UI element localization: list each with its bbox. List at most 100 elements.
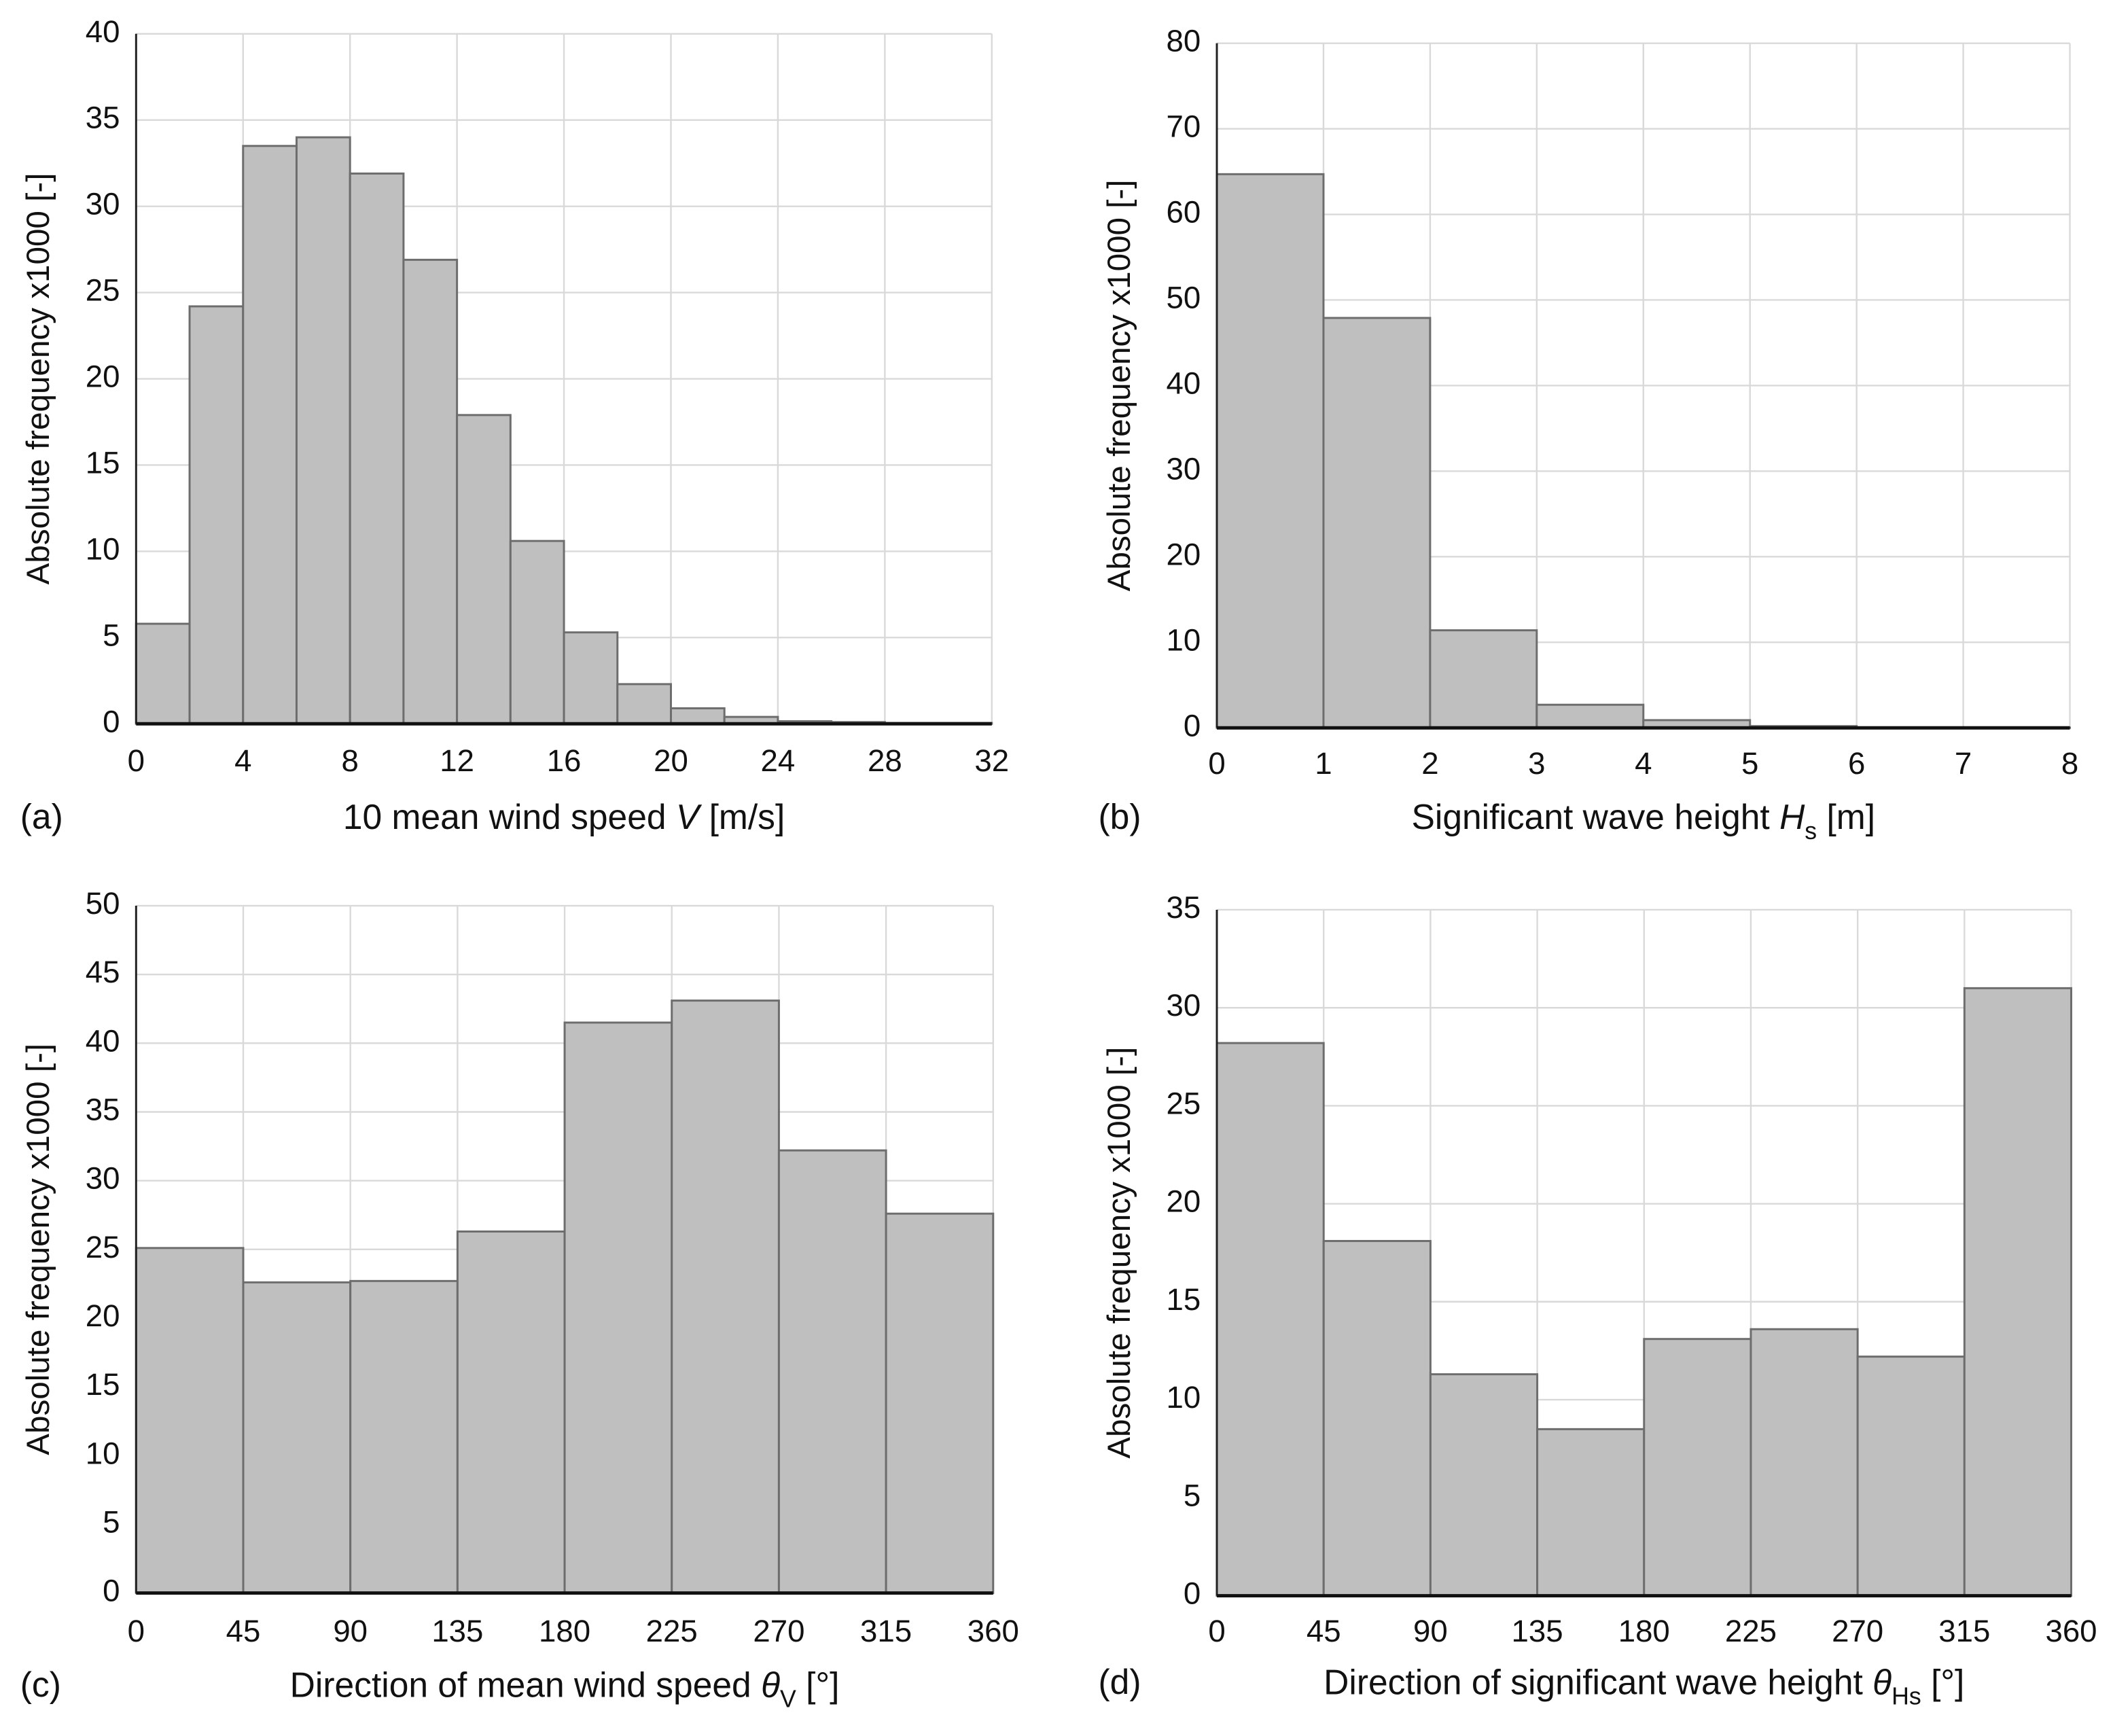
y-tick-label: 5 (1184, 1478, 1201, 1512)
bar (135, 622, 191, 725)
x-tick-label: 1 (1315, 746, 1332, 781)
x-axis-label-part: [°] (1921, 1662, 1965, 1701)
y-tick-label: 70 (1166, 109, 1201, 144)
y-tick-label: 0 (1184, 708, 1201, 743)
x-tick-label: 20 (654, 743, 688, 778)
bar (885, 1212, 995, 1595)
x-tick-label: 90 (333, 1614, 368, 1648)
bar (1643, 1338, 1752, 1597)
y-tick-label: 40 (1166, 366, 1201, 400)
x-axis-label-part: Direction of significant wave height (1324, 1662, 1872, 1701)
bar (1750, 1328, 1859, 1597)
bar (616, 683, 672, 725)
x-tick-label: 24 (761, 743, 796, 778)
x-axis-label-part: V (780, 1686, 796, 1713)
x-tick-label: 135 (431, 1614, 483, 1648)
x-axis-label: Direction of mean wind speed θV [°] (290, 1665, 840, 1713)
x-axis-label: 10 mean wind speed V [m/s] (343, 797, 785, 836)
x-axis-label-part: Hs (1892, 1683, 1921, 1710)
y-tick-label: 30 (1166, 451, 1201, 486)
y-axis-label: Absolute frequency x1000 [-] (1101, 179, 1137, 591)
y-tick-label: 15 (1166, 1282, 1201, 1317)
y-tick-label: 35 (86, 101, 120, 135)
y-tick-label: 15 (86, 446, 120, 480)
x-tick-label: 180 (539, 1614, 590, 1648)
y-tick-label: 5 (103, 1504, 120, 1539)
y-tick-label: 80 (1166, 24, 1201, 58)
bar (563, 631, 619, 725)
x-tick-label: 6 (1848, 746, 1865, 781)
y-tick-label: 25 (86, 273, 120, 308)
y-tick-label: 35 (86, 1093, 120, 1127)
x-tick-label: 45 (1307, 1614, 1341, 1648)
y-tick-label: 20 (86, 1298, 120, 1333)
y-tick-label: 25 (1166, 1086, 1201, 1120)
x-tick-label: 270 (1832, 1614, 1883, 1648)
y-tick-label: 25 (86, 1230, 120, 1264)
panel-label: (a) (20, 797, 63, 836)
x-tick-label: 0 (1208, 1614, 1225, 1648)
x-tick-label: 360 (967, 1614, 1019, 1648)
y-tick-label: 15 (86, 1367, 120, 1402)
x-tick-label: 3 (1528, 746, 1545, 781)
y-tick-label: 20 (86, 359, 120, 394)
x-axis-label-part: 10 mean wind speed (343, 797, 676, 836)
bar (1536, 1428, 1646, 1597)
x-tick-label: 0 (1208, 746, 1225, 781)
bar (671, 999, 780, 1595)
bar (402, 258, 459, 725)
y-tick-label: 10 (1166, 622, 1201, 657)
x-tick-label: 90 (1413, 1614, 1448, 1648)
x-tick-label: 7 (1955, 746, 1972, 781)
y-tick-label: 20 (1166, 537, 1201, 571)
x-tick-label: 45 (226, 1614, 261, 1648)
panel-label: (b) (1098, 797, 1141, 836)
x-axis-label-part: Significant wave height (1411, 797, 1779, 836)
bar (242, 1281, 352, 1595)
x-tick-label: 2 (1421, 746, 1438, 781)
bar (563, 1021, 673, 1595)
x-axis-label-part: V (676, 797, 703, 836)
x-axis-label: Direction of significant wave height θHs… (1324, 1662, 1964, 1710)
x-tick-label: 0 (128, 1614, 145, 1648)
bar (777, 1149, 887, 1595)
y-tick-label: 40 (86, 14, 120, 49)
y-axis-label: Absolute frequency x1000 [-] (1101, 1047, 1137, 1459)
bar (188, 305, 245, 725)
y-tick-label: 50 (1166, 281, 1201, 315)
x-tick-label: 270 (753, 1614, 804, 1648)
y-tick-label: 0 (103, 704, 120, 739)
bar (1215, 173, 1325, 729)
y-tick-label: 10 (1166, 1380, 1201, 1415)
x-tick-label: 8 (342, 743, 359, 778)
panel-label: (d) (1098, 1662, 1141, 1701)
x-tick-label: 135 (1512, 1614, 1563, 1648)
bar (1215, 1042, 1325, 1597)
x-axis-label-part: [m/s] (699, 797, 785, 836)
x-tick-label: 4 (1635, 746, 1652, 781)
x-axis-label-part: s (1805, 818, 1817, 845)
bar (349, 1279, 459, 1595)
panel-label: (c) (20, 1665, 61, 1704)
bar (509, 539, 565, 725)
y-tick-label: 45 (86, 955, 120, 989)
x-tick-label: 225 (646, 1614, 698, 1648)
y-tick-label: 10 (86, 1436, 120, 1470)
x-tick-label: 360 (2045, 1614, 2097, 1648)
y-axis-label: Absolute frequency x1000 [-] (20, 1044, 56, 1455)
bar (1322, 1239, 1432, 1597)
x-tick-label: 16 (547, 743, 582, 778)
bar (456, 1230, 566, 1595)
bar (670, 707, 726, 725)
y-tick-label: 0 (1184, 1576, 1201, 1611)
x-tick-label: 180 (1618, 1614, 1670, 1648)
bar (1856, 1356, 1966, 1597)
x-tick-label: 315 (860, 1614, 912, 1648)
x-tick-label: 28 (868, 743, 902, 778)
y-tick-label: 35 (1166, 890, 1201, 925)
y-tick-label: 40 (86, 1023, 120, 1058)
x-tick-label: 315 (1938, 1614, 1990, 1648)
bar (349, 172, 405, 725)
x-tick-label: 0 (128, 743, 145, 778)
